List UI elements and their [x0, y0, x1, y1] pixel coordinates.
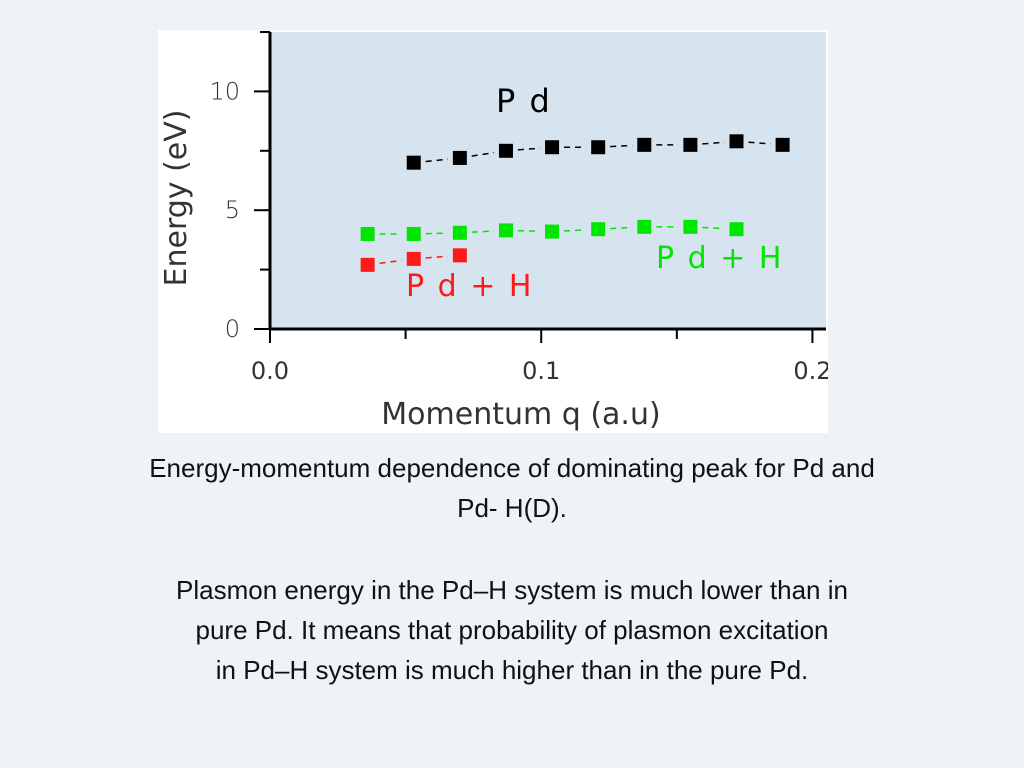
data-point [775, 137, 790, 152]
data-point [729, 222, 744, 237]
axis-ticks: 0 5 10 0.0 0.1 0.2 [209, 31, 828, 385]
connector-line [610, 226, 633, 230]
connector-line [702, 141, 725, 145]
caption-line-2: Pd- H(D). [457, 493, 567, 523]
data-point [406, 251, 421, 266]
data-point [452, 150, 467, 165]
explanation-line-3: in Pd–H system is much higher than in th… [215, 655, 809, 685]
series-3 [360, 248, 467, 272]
connector-line [425, 255, 448, 259]
data-point [683, 137, 698, 152]
x-tick-label: 0.1 [522, 357, 560, 385]
x-tick-label: 0.2 [793, 357, 828, 385]
explanation-line-1: Plasmon energy in the Pd–H system is muc… [176, 575, 848, 605]
data-point [498, 223, 513, 238]
y-tick-label: 5 [225, 196, 240, 224]
connector-line [425, 158, 448, 163]
chart-panel: 0 5 10 0.0 0.1 0.2 Momentum q (a.u) Energy (eV… [158, 30, 828, 433]
caption-line-1: Energy-momentum dependence of dominating… [149, 453, 875, 483]
connector-line [702, 226, 725, 230]
data-point [591, 140, 606, 155]
explanation-line-2: pure Pd. It means that probability of pl… [195, 615, 829, 645]
data-point [360, 226, 375, 241]
series-label: P d [496, 82, 552, 120]
data-point [452, 225, 467, 240]
data-point [360, 257, 375, 272]
connector-line [379, 259, 402, 265]
data-point [637, 219, 652, 234]
data-point [545, 140, 560, 155]
data-point [545, 224, 560, 239]
energy-momentum-chart: 0 5 10 0.0 0.1 0.2 Momentum q (a.u) Energy (eV… [159, 31, 828, 432]
plot-area [270, 32, 826, 329]
data-point [729, 134, 744, 149]
y-tick-label: 0 [225, 315, 240, 343]
explanation-text: Plasmon energy in the Pd–H system is muc… [0, 570, 1024, 690]
series-label: P d + H [656, 241, 783, 276]
data-point [683, 219, 698, 234]
connector-line [425, 232, 448, 235]
y-tick-label: 10 [209, 77, 240, 105]
x-axis-label: Momentum q (a.u) [381, 397, 660, 432]
connector-line [564, 229, 587, 232]
connector-line [471, 230, 495, 233]
data-point [406, 226, 421, 241]
data-point [591, 222, 606, 237]
data-point [406, 155, 421, 170]
figure-caption: Energy-momentum dependence of dominating… [0, 448, 1024, 528]
series-2 [360, 219, 744, 241]
labels-layer: Momentum q (a.u) Energy (eV) P d P d + H P d… [159, 82, 783, 432]
connector-line [471, 151, 495, 157]
series-1 [406, 134, 790, 170]
connector-line [517, 147, 541, 151]
series-label: P d + H [406, 269, 533, 304]
y-axis-label: Energy (eV) [159, 110, 194, 287]
connector-line [517, 229, 541, 233]
data-point [637, 137, 652, 152]
x-tick-label: 0.0 [251, 357, 289, 385]
connector-line [748, 141, 771, 145]
series-layer [360, 134, 790, 272]
data-point [452, 248, 467, 263]
axes [268, 32, 826, 331]
connector-line [610, 144, 633, 148]
data-point [498, 143, 513, 158]
